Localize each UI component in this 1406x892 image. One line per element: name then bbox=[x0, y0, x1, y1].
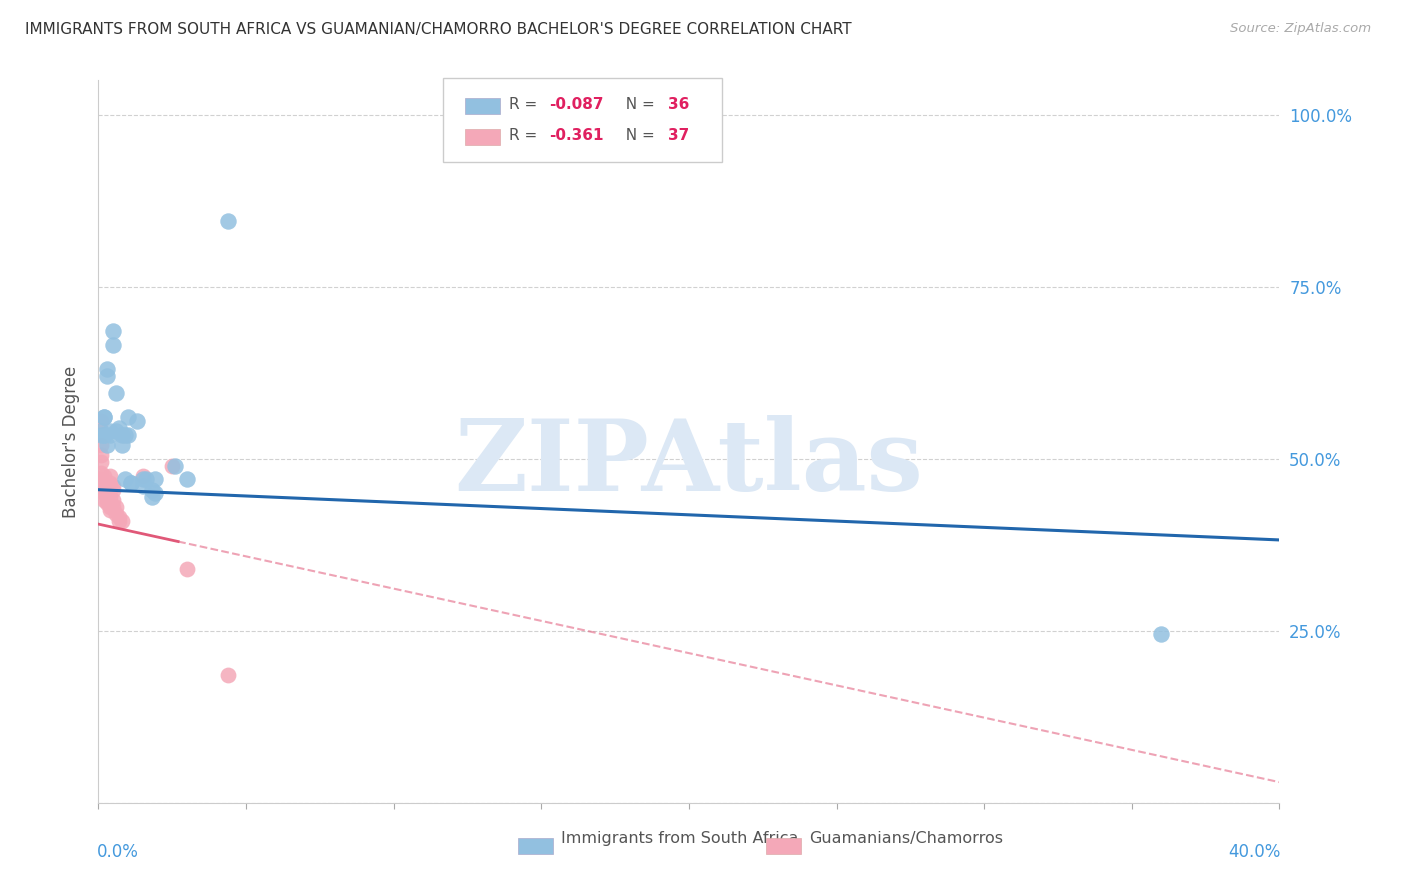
Text: N =: N = bbox=[616, 96, 659, 112]
Point bbox=[98, 500, 121, 514]
Point bbox=[93, 427, 115, 442]
FancyBboxPatch shape bbox=[464, 129, 501, 145]
Text: IMMIGRANTS FROM SOUTH AFRICA VS GUAMANIAN/CHAMORRO BACHELOR'S DEGREE CORRELATION: IMMIGRANTS FROM SOUTH AFRICA VS GUAMANIA… bbox=[25, 22, 852, 37]
Point bbox=[108, 514, 131, 528]
FancyBboxPatch shape bbox=[517, 838, 553, 855]
Point bbox=[120, 475, 142, 490]
Point bbox=[96, 369, 118, 384]
Point bbox=[96, 496, 118, 510]
Point bbox=[176, 562, 198, 576]
Point bbox=[93, 410, 115, 425]
Point bbox=[90, 472, 112, 486]
Point bbox=[141, 483, 163, 497]
Text: 37: 37 bbox=[668, 128, 689, 144]
Text: Guamanians/Chamorros: Guamanians/Chamorros bbox=[810, 831, 1004, 847]
Point bbox=[162, 458, 183, 473]
Text: R =: R = bbox=[509, 128, 543, 144]
Point bbox=[96, 490, 118, 504]
Point bbox=[114, 427, 136, 442]
Text: ZIPAtlas: ZIPAtlas bbox=[454, 415, 924, 512]
Point bbox=[114, 472, 136, 486]
Point bbox=[111, 427, 134, 442]
Point bbox=[90, 427, 112, 442]
Point bbox=[93, 483, 115, 497]
Point bbox=[135, 472, 157, 486]
Point bbox=[120, 475, 142, 490]
Text: Immigrants from South Africa: Immigrants from South Africa bbox=[561, 831, 799, 847]
Text: 40.0%: 40.0% bbox=[1229, 843, 1281, 861]
Point bbox=[117, 427, 139, 442]
Point bbox=[96, 493, 118, 508]
Text: 0.0%: 0.0% bbox=[97, 843, 139, 861]
Point bbox=[176, 472, 198, 486]
FancyBboxPatch shape bbox=[464, 97, 501, 113]
Text: -0.361: -0.361 bbox=[550, 128, 605, 144]
Point bbox=[1150, 627, 1173, 641]
Point bbox=[141, 490, 163, 504]
Point bbox=[132, 479, 155, 493]
Point bbox=[96, 362, 118, 376]
Point bbox=[217, 668, 239, 682]
Point bbox=[103, 483, 125, 497]
Point bbox=[111, 438, 134, 452]
Point bbox=[105, 507, 128, 521]
Point bbox=[93, 486, 115, 500]
Point bbox=[90, 483, 112, 497]
Point bbox=[98, 427, 121, 442]
Text: -0.087: -0.087 bbox=[550, 96, 605, 112]
Point bbox=[93, 410, 115, 425]
Point bbox=[93, 475, 115, 490]
Point bbox=[103, 325, 125, 339]
Text: R =: R = bbox=[509, 96, 543, 112]
Text: N =: N = bbox=[616, 128, 659, 144]
Point bbox=[96, 438, 118, 452]
Point bbox=[93, 427, 115, 442]
Point bbox=[93, 475, 115, 490]
Y-axis label: Bachelor's Degree: Bachelor's Degree bbox=[62, 366, 80, 517]
Point bbox=[98, 479, 121, 493]
Text: Source: ZipAtlas.com: Source: ZipAtlas.com bbox=[1230, 22, 1371, 36]
Point bbox=[108, 421, 131, 435]
Point bbox=[98, 503, 121, 517]
Point bbox=[93, 493, 115, 508]
Point bbox=[93, 469, 115, 483]
Point bbox=[111, 514, 134, 528]
Point bbox=[143, 472, 166, 486]
Point bbox=[103, 493, 125, 508]
Point bbox=[90, 438, 112, 452]
Point bbox=[96, 483, 118, 497]
Point bbox=[90, 448, 112, 462]
Point bbox=[105, 386, 128, 401]
Point bbox=[132, 469, 155, 483]
Point bbox=[165, 458, 187, 473]
Point bbox=[103, 479, 125, 493]
FancyBboxPatch shape bbox=[766, 838, 801, 855]
Point bbox=[108, 510, 131, 524]
Text: 36: 36 bbox=[668, 96, 689, 112]
Point bbox=[143, 486, 166, 500]
Point bbox=[90, 455, 112, 469]
Point bbox=[217, 214, 239, 228]
Point bbox=[105, 424, 128, 438]
FancyBboxPatch shape bbox=[443, 78, 723, 162]
Point bbox=[105, 500, 128, 514]
Point bbox=[103, 338, 125, 352]
Point bbox=[103, 500, 125, 514]
Point bbox=[98, 490, 121, 504]
Point bbox=[132, 472, 155, 486]
Point bbox=[90, 424, 112, 438]
Point bbox=[90, 466, 112, 480]
Point bbox=[90, 414, 112, 428]
Point bbox=[125, 414, 148, 428]
Point bbox=[98, 469, 121, 483]
Point bbox=[98, 475, 121, 490]
Point bbox=[117, 410, 139, 425]
Point bbox=[98, 424, 121, 438]
Point bbox=[90, 479, 112, 493]
